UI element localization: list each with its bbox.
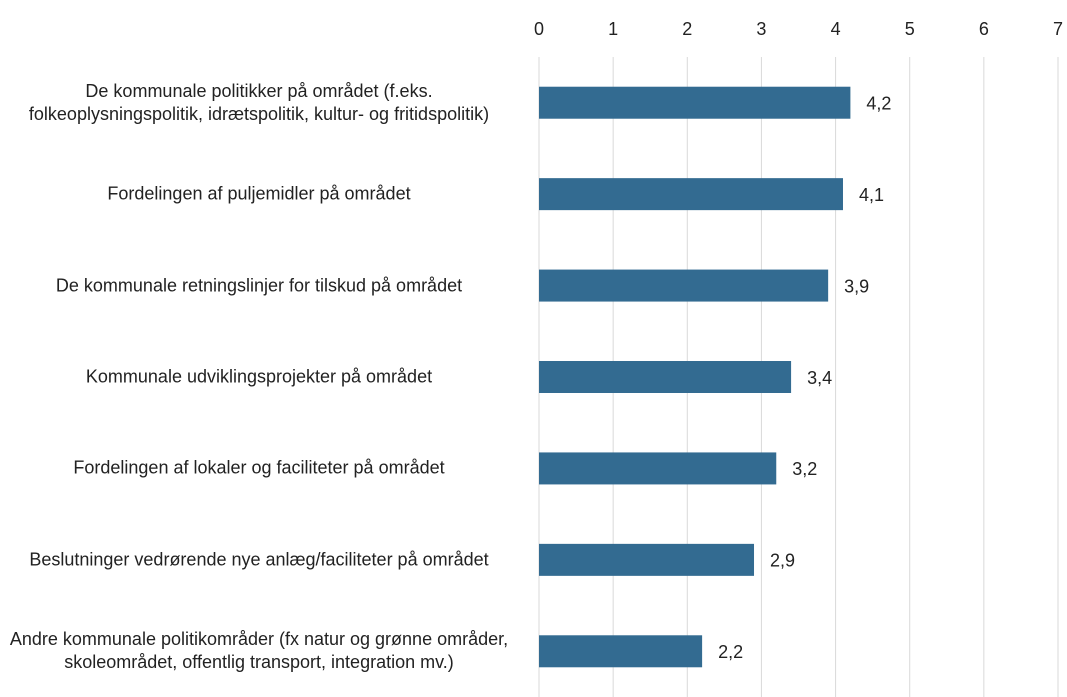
data-label: 3,9	[844, 276, 869, 296]
category-label: Fordelingen af puljemidler på området	[107, 183, 411, 204]
category-label: Beslutninger vedrørende nye anlæg/facili…	[29, 549, 489, 570]
data-label: 4,1	[859, 185, 884, 205]
x-tick-label: 1	[608, 19, 618, 39]
bar	[539, 361, 792, 393]
x-tick-label: 0	[534, 19, 544, 39]
bar	[539, 178, 843, 211]
bar	[539, 269, 829, 302]
x-tick-label: 5	[905, 19, 915, 39]
x-tick-label: 4	[831, 19, 841, 39]
bar	[539, 452, 777, 485]
category-label: De kommunale retningslinjer for tilskud …	[55, 275, 463, 296]
bar	[539, 635, 703, 668]
category-label: Fordelingen af lokaler og faciliteter på…	[73, 457, 445, 478]
x-tick-label: 7	[1053, 19, 1063, 39]
category-label: De kommunale politikker på området (f.ek…	[28, 80, 490, 124]
x-tick-label: 6	[979, 19, 989, 39]
data-label: 3,4	[807, 368, 832, 388]
data-label: 2,9	[770, 551, 795, 571]
category-label: Kommunale udviklingsprojekter på området	[85, 366, 433, 387]
bar	[539, 86, 851, 119]
data-label: 4,2	[866, 93, 891, 113]
data-label: 2,2	[718, 642, 743, 662]
x-tick-label: 3	[756, 19, 766, 39]
data-label: 3,2	[792, 459, 817, 479]
category-label: Andre kommunale politikområder (fx natur…	[9, 629, 509, 673]
bar	[539, 543, 755, 576]
x-tick-label: 2	[682, 19, 692, 39]
